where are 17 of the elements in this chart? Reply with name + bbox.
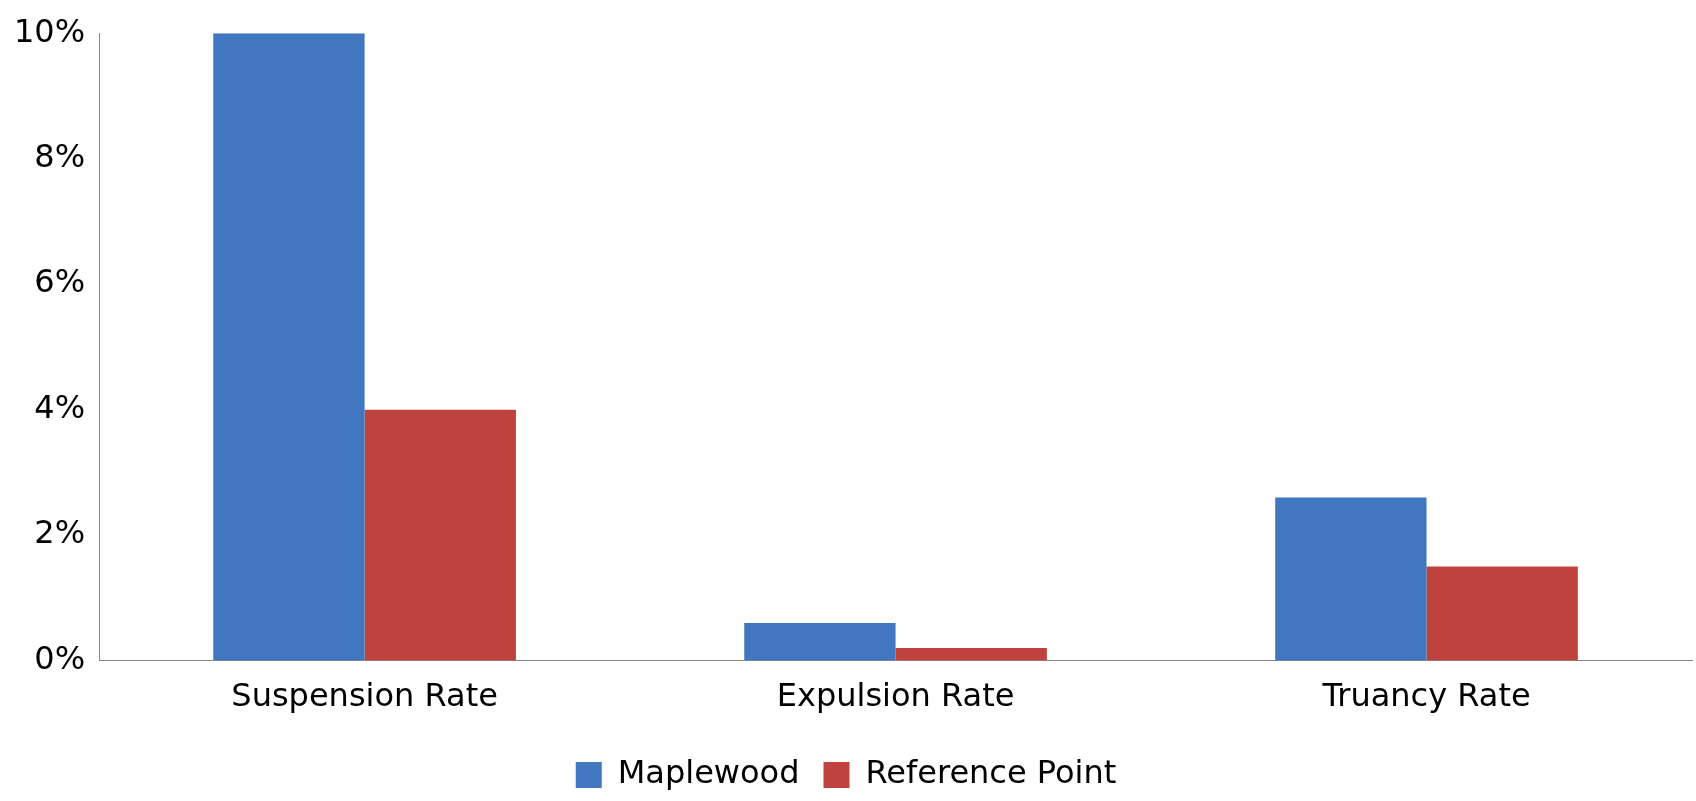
y-tick-label: 2% [34,513,86,552]
bar [744,622,896,661]
bar [213,33,365,661]
bar [364,409,516,661]
y-tick-label: 0% [34,638,86,677]
x-tick-label: Truancy Rate [1321,676,1531,715]
y-tick-label: 6% [34,262,86,301]
bar [1275,497,1427,661]
y-tick-label: 10% [14,11,86,50]
x-tick-label: Expulsion Rate [776,676,1015,715]
legend-label: Maplewood [617,753,800,792]
y-tick-label: 8% [34,136,86,175]
x-tick-label: Suspension Rate [231,676,498,715]
bar [1426,566,1578,661]
bar [895,648,1047,661]
y-tick-label: 4% [34,387,86,426]
legend-label: Reference Point [865,753,1117,792]
